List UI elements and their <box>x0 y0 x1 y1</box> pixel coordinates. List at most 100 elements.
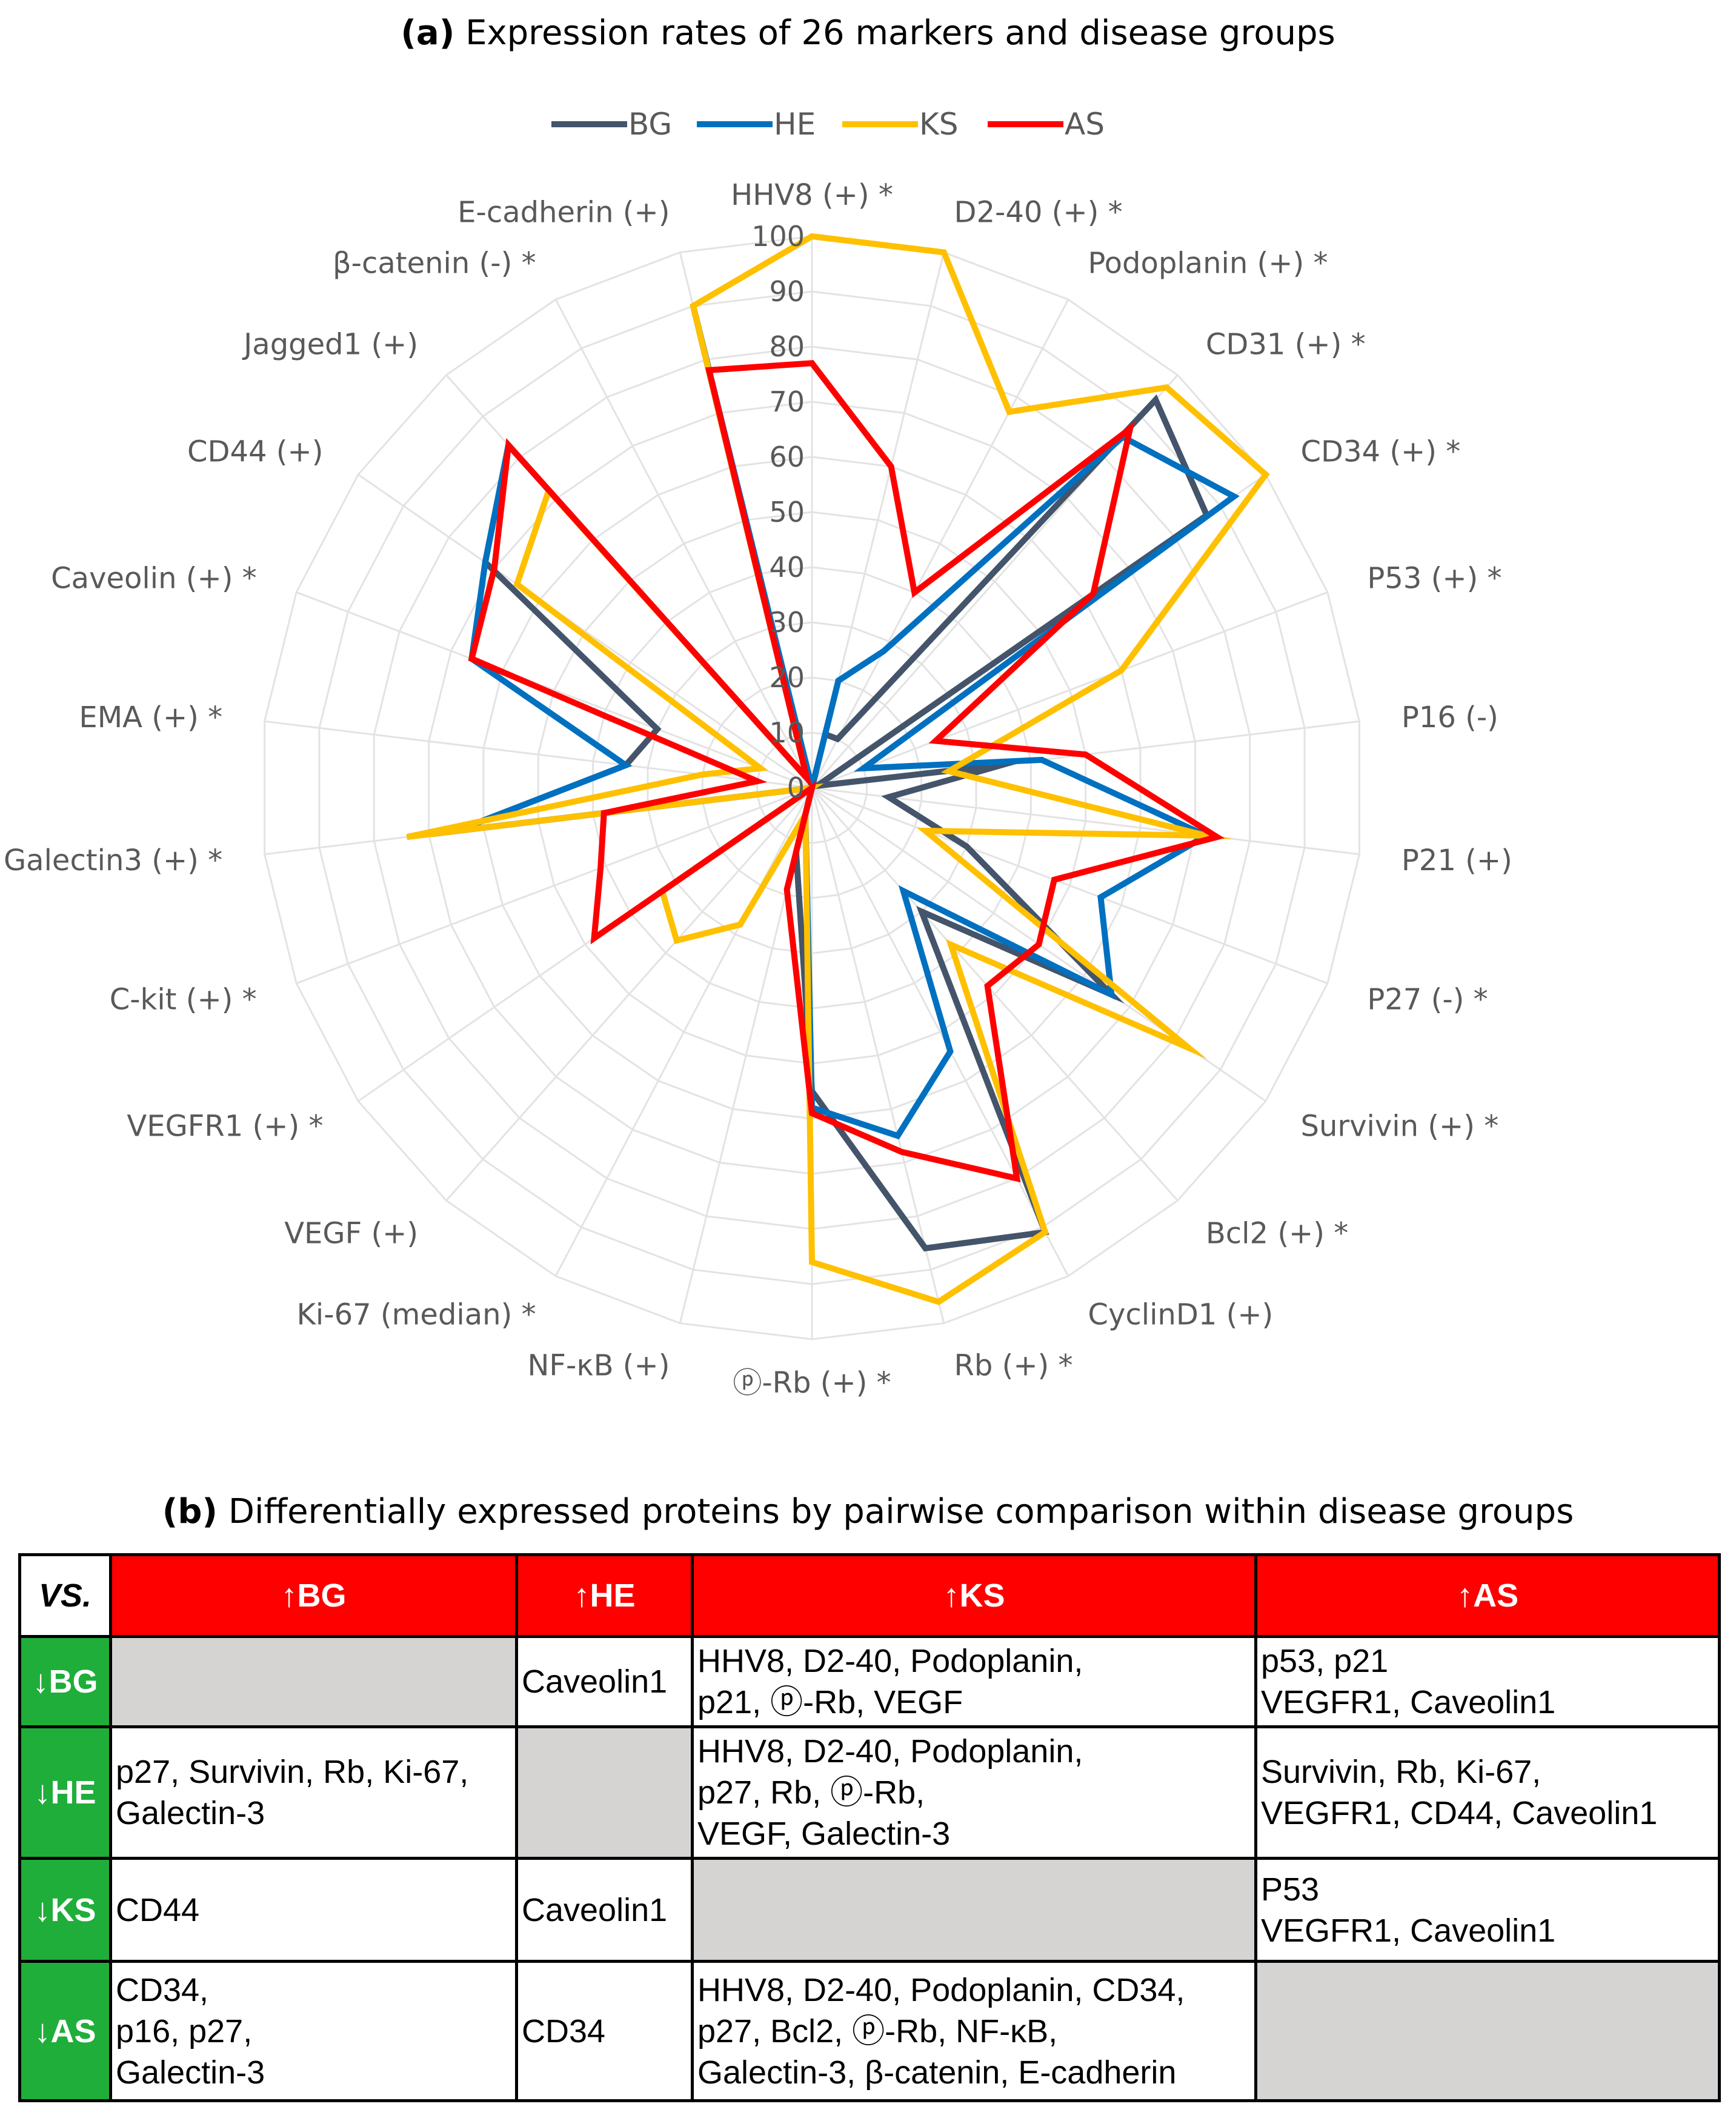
cell-text-line: CD34 <box>522 2013 606 2049</box>
category-label: C-kit (+) * <box>110 983 257 1017</box>
cell-text-line: HHV8, D2-40, Podoplanin, CD34, <box>697 1971 1185 2008</box>
radial-tick-label: 30 <box>769 606 805 639</box>
cell-text-line: p27, Survivin, Rb, Ki-67, <box>116 1754 469 1790</box>
cell-text-line: VEGFR1, CD44, Caveolin1 <box>1261 1795 1658 1831</box>
table-cell: CD44 <box>109 1857 518 1963</box>
radar-spoke <box>358 473 813 789</box>
table-row: ↓KS CD44 Caveolin1 P53 VEGFR1, Caveolin1 <box>18 1857 1721 1963</box>
cell-text-line: HHV8, D2-40, Podoplanin, <box>697 1733 1083 1770</box>
chart-title: (a) Expression rates of 26 markers and d… <box>0 13 1736 53</box>
cell-text-line: CD34, <box>116 1971 209 2008</box>
radar-spoke <box>811 591 1328 789</box>
radar-spoke <box>296 591 813 789</box>
comparison-table: VS. ↑BG ↑HE ↑KS ↑AS ↓BG Caveolin1 HHV8, D2… <box>18 1553 1721 2102</box>
diagonal-cell <box>1254 1960 1721 2102</box>
row-header: ↓AS <box>18 1960 112 2102</box>
radar-spoke <box>811 787 945 1324</box>
cell-text-line: VEGF, Galectin-3 <box>697 1816 951 1852</box>
category-label: CD31 (+) * <box>1206 327 1366 361</box>
radar-spoke <box>811 787 1360 856</box>
category-label: CD34 (+) * <box>1301 435 1461 468</box>
table-cell: p27, Survivin, Rb, Ki-67, Galectin-3 <box>109 1725 518 1860</box>
cell-text-line: p53, p21 <box>1261 1643 1389 1679</box>
table-cell: HHV8, D2-40, Podoplanin, p27, Rb, ⓟ-Rb, VE… <box>691 1725 1257 1860</box>
cell-text-line: P53 <box>1261 1871 1320 1908</box>
category-label: P27 (-) * <box>1367 983 1488 1017</box>
cell-text-line: Caveolin1 <box>522 1891 668 1928</box>
legend-label: BG <box>628 107 672 142</box>
cell-text-line: CD44 <box>116 1891 200 1928</box>
category-label: VEGF (+) <box>284 1217 418 1251</box>
table-header-row: VS. ↑BG ↑HE ↑KS ↑AS <box>18 1553 1721 1638</box>
category-label: Podoplanin (+) * <box>1088 246 1328 280</box>
cell-text-line: p21, ⓟ-Rb, VEGF <box>697 1684 963 1720</box>
radar-spoke <box>445 787 813 1202</box>
cell-text-line: Galectin-3 <box>116 1795 265 1831</box>
legend-label: KS <box>919 107 959 142</box>
radar-spoke <box>264 720 813 789</box>
cell-text-line: HHV8, D2-40, Podoplanin, <box>697 1643 1083 1679</box>
category-label: Galectin3 (+) * <box>4 844 222 877</box>
legend-label: HE <box>774 107 816 142</box>
column-header: ↑BG <box>109 1553 518 1638</box>
cell-text-line: Survivin, Rb, Ki-67, <box>1261 1754 1541 1790</box>
cell-text-line: Caveolin1 <box>522 1663 668 1700</box>
category-label: HHV8 (+) * <box>731 178 893 212</box>
radar-spoke <box>811 787 1069 1277</box>
radar-spoke <box>296 787 813 985</box>
table-title: (b) Differentially expressed proteins by… <box>0 1492 1736 1531</box>
series-as-line <box>468 360 1225 1183</box>
row-header: ↓BG <box>18 1635 112 1728</box>
radial-tick-label: 20 <box>769 661 805 694</box>
radial-tick-label: 0 <box>787 771 805 804</box>
radar-chart: HHV8 (+) * D2-40 (+) * Podoplanin (+) * CD3… <box>4 107 1512 1400</box>
category-label: Survivin (+) * <box>1301 1110 1499 1144</box>
radar-spoke <box>554 787 813 1277</box>
row-header: ↓HE <box>18 1725 112 1860</box>
category-label: P16 (-) <box>1402 701 1498 734</box>
series-ks-line <box>406 233 1270 1305</box>
table-row: ↓AS CD34, p16, p27, Galectin-3 CD34 HHV8, D2-… <box>18 1960 1721 2102</box>
table-cell: CD34 <box>515 1960 694 2102</box>
diagonal-cell <box>691 1857 1257 1963</box>
radial-tick-label: 10 <box>769 716 805 749</box>
radial-tick-label: 50 <box>769 496 805 528</box>
series-he-line <box>432 305 1240 1140</box>
cell-text-line: Galectin-3, β-catenin, E-cadherin <box>697 2054 1177 2091</box>
cell-text-line: VEGFR1, Caveolin1 <box>1261 1912 1556 1949</box>
radial-tick-label: 90 <box>769 275 805 308</box>
radar-spoke <box>811 299 1069 788</box>
category-label: NF-κB (+) <box>527 1349 670 1383</box>
table-title-prefix: (b) <box>162 1492 218 1531</box>
cell-text-line: p16, p27, <box>116 2013 253 2049</box>
category-label: EMA (+) * <box>79 701 222 734</box>
row-header: ↓KS <box>18 1857 112 1963</box>
category-label: CyclinD1 (+) <box>1088 1298 1273 1332</box>
table-row: ↓HE p27, Survivin, Rb, Ki-67, Galectin-3 HH… <box>18 1725 1721 1860</box>
chart-title-prefix: (a) <box>401 13 455 53</box>
cell-text-line: p27, Bcl2, ⓟ-Rb, NF-κB, <box>697 2013 1058 2049</box>
category-label: β-catenin (-) * <box>333 246 536 280</box>
radar-spoke <box>554 299 813 788</box>
table-cell: HHV8, D2-40, Podoplanin, p21, ⓟ-Rb, VEGF <box>691 1635 1257 1728</box>
table-cell: Caveolin1 <box>515 1635 694 1728</box>
radar-spoke <box>811 787 1328 985</box>
category-label: P53 (+) * <box>1367 561 1502 595</box>
category-label: D2-40 (+) * <box>954 195 1123 229</box>
chart-title-text: Expression rates of 26 markers and disea… <box>465 13 1335 53</box>
radar-spoke <box>811 787 1179 1202</box>
category-label: VEGFR1 (+) * <box>127 1110 323 1144</box>
column-header: ↑KS <box>691 1553 1257 1638</box>
category-label: Caveolin (+) * <box>51 561 257 595</box>
radial-tick-label: 60 <box>769 441 805 473</box>
table-title-text: Differentially expressed proteins by pai… <box>228 1492 1574 1531</box>
table-cell: p53, p21 VEGFR1, Caveolin1 <box>1254 1635 1721 1728</box>
category-label: Rb (+) * <box>954 1349 1073 1383</box>
table-cell: P53 VEGFR1, Caveolin1 <box>1254 1857 1721 1963</box>
radial-tick-label: 80 <box>769 330 805 363</box>
category-label: Bcl2 (+) * <box>1206 1217 1348 1251</box>
table-corner: VS. <box>18 1553 112 1638</box>
radial-tick-label: 70 <box>769 385 805 418</box>
column-header: ↑HE <box>515 1553 694 1638</box>
category-label: CD44 (+) <box>187 435 323 468</box>
